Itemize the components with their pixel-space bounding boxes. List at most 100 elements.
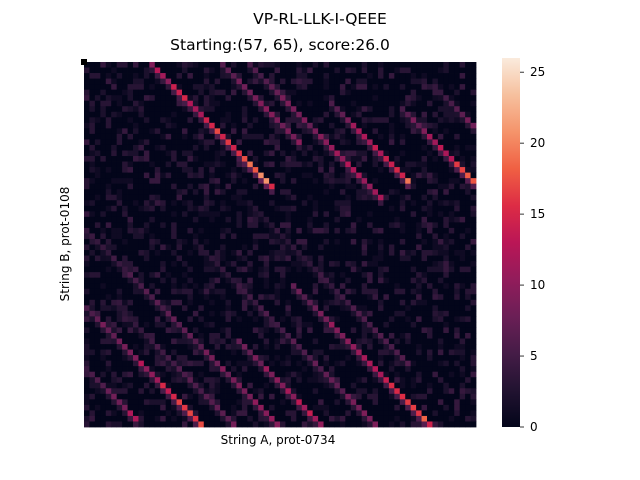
heatmap-cell xyxy=(247,222,254,229)
heatmap-cell xyxy=(187,344,194,350)
heatmap-cell xyxy=(247,194,254,201)
heatmap-cell xyxy=(236,100,243,107)
heatmap-cell xyxy=(133,161,139,168)
heatmap-cell xyxy=(280,421,286,428)
heatmap-cell xyxy=(143,421,150,428)
heatmap-cell xyxy=(143,117,150,124)
heatmap-cell xyxy=(307,183,314,190)
heatmap-cell xyxy=(437,415,444,422)
heatmap-cell xyxy=(437,128,444,135)
heatmap-cell xyxy=(187,415,194,422)
heatmap-cell xyxy=(312,310,319,317)
heatmap-cell xyxy=(182,111,188,118)
heatmap-cell xyxy=(405,244,412,251)
heatmap-cell xyxy=(280,327,286,334)
heatmap-cell xyxy=(367,216,373,223)
heatmap-cell xyxy=(388,84,395,91)
heatmap-cell xyxy=(399,111,406,118)
heatmap-cell xyxy=(301,250,308,256)
heatmap-cell xyxy=(312,321,319,328)
heatmap-cell xyxy=(160,227,167,234)
heatmap-cell xyxy=(165,144,172,151)
heatmap-cell xyxy=(427,233,433,240)
heatmap-cell xyxy=(465,288,471,295)
heatmap-cell xyxy=(274,250,281,256)
heatmap-cell xyxy=(443,227,450,234)
heatmap-cell xyxy=(465,421,471,428)
heatmap-cell xyxy=(116,410,123,417)
heatmap-cell xyxy=(399,183,406,190)
heatmap-cell xyxy=(100,332,107,339)
heatmap-cell xyxy=(94,117,101,124)
heatmap-cell xyxy=(443,272,450,279)
heatmap-cell xyxy=(405,62,412,68)
heatmap-cell xyxy=(378,156,384,162)
heatmap-cell xyxy=(269,283,275,290)
heatmap-cell xyxy=(100,222,107,229)
heatmap-cell xyxy=(323,316,330,323)
heatmap-cell xyxy=(165,67,172,74)
heatmap-cell xyxy=(443,117,450,124)
heatmap-cell xyxy=(432,183,439,190)
heatmap-cell xyxy=(111,421,118,428)
heatmap-cell xyxy=(214,150,221,157)
heatmap-cell xyxy=(329,200,335,207)
heatmap-cell xyxy=(427,244,433,251)
heatmap-cell xyxy=(416,205,422,212)
heatmap-cell xyxy=(443,122,450,129)
heatmap-cell xyxy=(192,360,199,367)
heatmap-cell xyxy=(127,216,134,223)
heatmap-cell xyxy=(421,393,428,400)
heatmap-cell xyxy=(454,183,461,190)
heatmap-cell xyxy=(421,404,428,411)
heatmap-cell xyxy=(334,233,341,240)
heatmap-cell xyxy=(138,388,145,395)
heatmap-cell xyxy=(448,139,455,146)
heatmap-cell xyxy=(127,305,134,312)
heatmap-cell xyxy=(154,205,161,212)
heatmap-cell xyxy=(149,161,156,168)
heatmap-cell xyxy=(160,360,167,367)
heatmap-cell xyxy=(437,84,444,91)
heatmap-cell xyxy=(459,310,466,317)
heatmap-cell xyxy=(312,100,319,107)
heatmap-cell xyxy=(323,310,330,317)
heatmap-cell xyxy=(312,205,319,212)
heatmap-cell xyxy=(89,377,96,384)
heatmap-cell xyxy=(416,332,422,339)
heatmap-cell xyxy=(465,377,471,384)
heatmap-cell xyxy=(263,316,270,323)
heatmap-cell xyxy=(274,189,281,196)
heatmap-cell xyxy=(258,133,265,140)
heatmap-cell xyxy=(111,100,118,107)
heatmap-cell xyxy=(361,128,368,135)
heatmap-cell xyxy=(339,250,346,256)
heatmap-cell xyxy=(350,216,357,223)
heatmap-cell xyxy=(367,100,373,107)
heatmap-cell xyxy=(209,272,216,279)
heatmap-cell xyxy=(405,89,412,96)
heatmap-cell xyxy=(84,178,90,185)
heatmap-cell xyxy=(405,261,412,268)
heatmap-cell xyxy=(459,156,466,162)
heatmap-cell xyxy=(231,299,237,306)
heatmap-cell xyxy=(214,355,221,362)
heatmap-cell xyxy=(312,410,319,417)
heatmap-cell xyxy=(399,78,406,85)
heatmap-cell xyxy=(274,111,281,118)
heatmap-cell xyxy=(301,189,308,196)
heatmap-cell xyxy=(318,144,324,151)
heatmap-cell xyxy=(318,338,324,345)
heatmap-cell xyxy=(225,84,232,91)
heatmap-cell xyxy=(171,161,177,168)
heatmap-cell xyxy=(405,371,412,378)
heatmap-cell xyxy=(388,73,395,79)
heatmap-cell xyxy=(285,222,292,229)
heatmap-cell xyxy=(182,84,188,91)
heatmap-cell xyxy=(171,344,177,350)
heatmap-cell xyxy=(127,133,134,140)
heatmap-cell xyxy=(127,261,134,268)
heatmap-cell xyxy=(143,255,150,262)
heatmap-cell xyxy=(138,106,145,113)
heatmap-cell xyxy=(160,332,167,339)
